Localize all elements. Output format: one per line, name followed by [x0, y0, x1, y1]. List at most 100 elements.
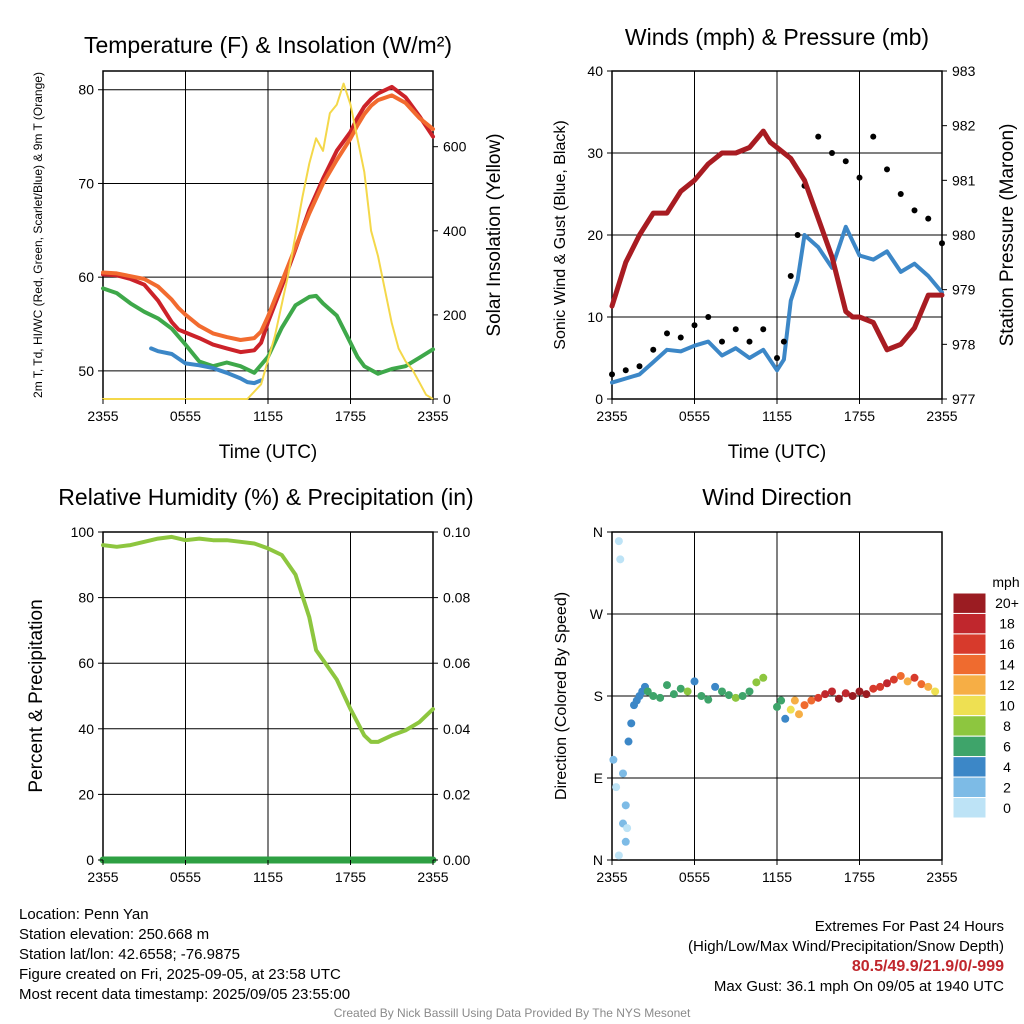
wind-direction-point	[759, 673, 768, 682]
legend-swatch	[952, 715, 987, 737]
y-tick-label: 0	[86, 852, 94, 868]
x-tick-label: 2355	[926, 408, 957, 424]
wind-direction-point	[627, 719, 636, 728]
x-tick-label: 2355	[417, 869, 448, 885]
wind-direction-point	[807, 696, 816, 705]
x-tick-label: 1755	[844, 869, 875, 885]
chart-title: Winds (mph) & Pressure (mb)	[625, 24, 929, 50]
x-tick-label: 2355	[87, 869, 118, 885]
wind-direction-point	[876, 682, 885, 691]
wind-direction-point	[621, 837, 630, 846]
y2-tick-label: 982	[952, 118, 976, 134]
y2-tick-label: 979	[952, 282, 976, 298]
y-tick-label: 30	[587, 145, 603, 161]
wind-direction-point	[795, 710, 803, 719]
wind-direction-point	[821, 690, 830, 699]
wind-direction-point	[612, 783, 621, 792]
wind-direction-point	[669, 690, 678, 699]
chart-title: Relative Humidity (%) & Precipitation (i…	[58, 484, 473, 510]
gust-point	[780, 338, 787, 345]
station-info: Location: Penn Yan Station elevation: 25…	[19, 905, 350, 1005]
y2-axis-label: Solar Insolation (Yellow)	[484, 133, 505, 336]
relative-humidity-line	[101, 534, 435, 744]
gust-point	[691, 322, 698, 329]
gust-point	[794, 232, 801, 238]
legend-swatch	[952, 674, 987, 696]
legend-label: 14	[999, 657, 1015, 673]
wind-direction-point	[609, 755, 618, 764]
y-tick-label: 20	[587, 227, 603, 243]
gust-point	[732, 326, 739, 333]
y2-tick-label: 0.08	[443, 590, 470, 606]
chart-title: Temperature (F) & Insolation (W/m²)	[84, 32, 452, 58]
wind-direction-point	[828, 687, 836, 696]
gust-point	[760, 326, 767, 333]
wind-direction-point	[781, 714, 790, 723]
y-tick-label: N	[593, 524, 603, 540]
y2-tick-label: 200	[443, 307, 467, 323]
wind-direction-point	[814, 693, 823, 702]
legend-swatch	[952, 633, 987, 655]
legend-label: 20+	[995, 595, 1019, 611]
wind-direction-point	[800, 701, 809, 710]
y-tick-label: 10	[587, 309, 603, 325]
extremes-panel: Extremes For Past 24 Hours (High/Low/Max…	[688, 917, 1004, 997]
extremes-heading: Extremes For Past 24 Hours	[814, 918, 1004, 935]
figure-created: Figure created on Fri, 2025-09-05, at 23…	[19, 966, 341, 983]
legend-label: 8	[1003, 718, 1011, 734]
y2-tick-label: 0.02	[443, 786, 470, 802]
legend-label: 10	[999, 698, 1015, 714]
x-tick-label: 2355	[87, 408, 118, 424]
gust-point	[884, 166, 890, 173]
y2-tick-label: 980	[952, 227, 976, 243]
gust-point	[622, 367, 629, 374]
dewpoint-line	[101, 286, 435, 376]
y-axis-label: Percent & Precipitation	[26, 599, 47, 792]
legend-label: 2	[1003, 779, 1011, 795]
x-tick-label: 2355	[596, 408, 627, 424]
y-tick-label: S	[594, 688, 603, 704]
wind-direction-point	[773, 702, 781, 711]
x-tick-label: 2355	[417, 408, 448, 424]
x-tick-label: 1755	[335, 869, 366, 885]
legend-title: mph	[992, 574, 1019, 590]
wind-direction-point	[683, 687, 692, 696]
wind-direction-point	[745, 687, 754, 696]
legend-label: 12	[999, 677, 1015, 693]
legend-swatch	[952, 694, 987, 717]
wind-direction-point	[623, 824, 632, 833]
legend-label: 18	[999, 616, 1015, 632]
y2-tick-label: 977	[952, 391, 976, 407]
wind-direction-point	[649, 692, 658, 700]
y-tick-label: E	[594, 770, 603, 786]
wind-direction-point	[724, 691, 733, 700]
x-tick-label: 1755	[844, 408, 875, 424]
wind-direction-point	[643, 687, 652, 696]
wind-direction-point	[924, 682, 933, 691]
y2-axis-label: Station Pressure (Maroon)	[997, 124, 1018, 347]
y-tick-label: 40	[587, 63, 603, 79]
y2-tick-label: 983	[952, 63, 976, 79]
x-axis-label: Time (UTC)	[728, 442, 827, 463]
gust-point	[856, 174, 863, 181]
wind-direction-point	[738, 692, 747, 700]
x-tick-label: 1155	[762, 869, 792, 885]
y-tick-label: 80	[78, 82, 94, 98]
y2-tick-label: 400	[443, 223, 467, 239]
y2-tick-label: 981	[952, 172, 976, 188]
station-latlon: Station lat/lon: 42.6558; -76.9875	[19, 946, 241, 963]
wind-direction-point	[862, 690, 871, 699]
y2-tick-label: 0.06	[443, 655, 470, 671]
gust-point	[897, 191, 904, 197]
y-tick-label: W	[590, 606, 604, 622]
extremes-subheading: (High/Low/Max Wind/Precipitation/Snow De…	[688, 938, 1004, 955]
x-tick-label: 0555	[170, 869, 201, 885]
y-tick-label: 60	[78, 655, 94, 671]
gust-point	[829, 150, 835, 156]
x-axis-label: Time (UTC)	[219, 442, 318, 463]
credit-line: Created By Nick Bassill Using Data Provi…	[333, 1006, 691, 1020]
gust-point	[746, 338, 753, 345]
wind-direction-point	[777, 696, 786, 705]
wind-direction-point	[711, 682, 720, 691]
